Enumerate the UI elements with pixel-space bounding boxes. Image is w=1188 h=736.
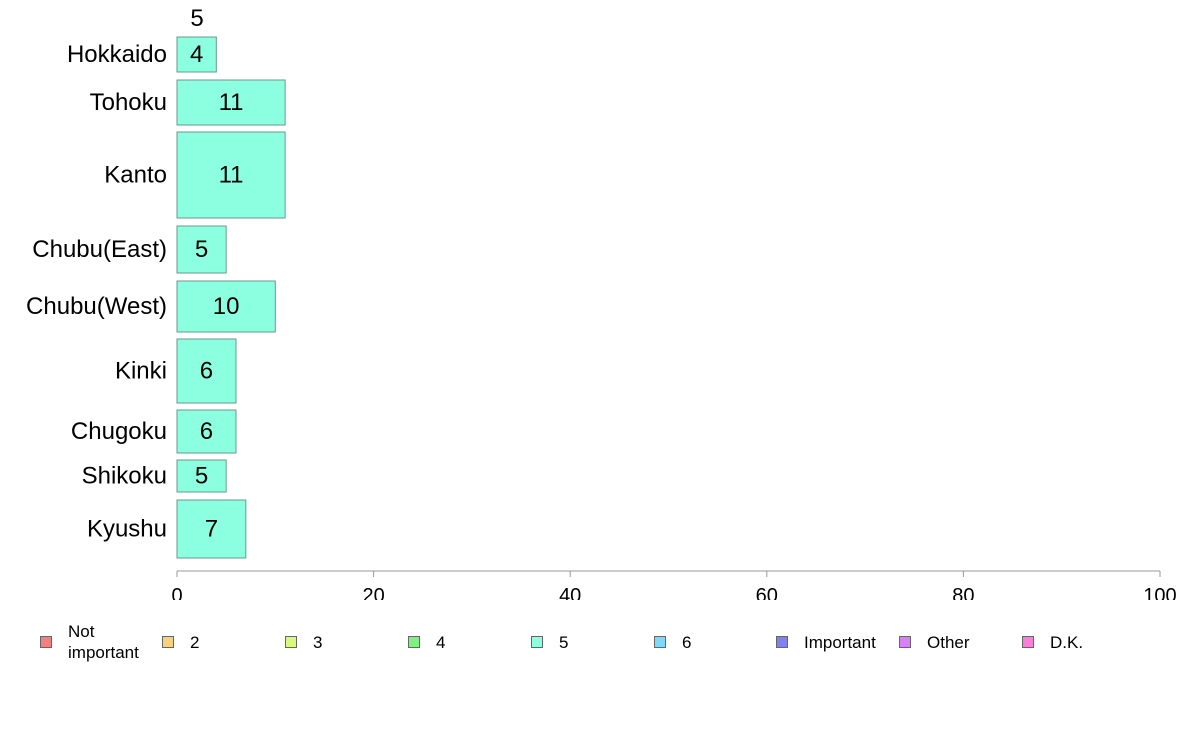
- bar-value-label: 5: [195, 463, 208, 490]
- bar-chart: 5 Hokkaido 4 Tohoku 11 Kanto 11 Chubu(East) 5 Ch…: [26, 5, 1177, 600]
- legend-label: 4: [436, 632, 446, 652]
- legend-item: 2: [162, 620, 199, 664]
- x-tick-label: 40: [559, 585, 581, 600]
- bar: [176, 280, 276, 333]
- bar: [176, 79, 286, 126]
- x-tick-label: 60: [756, 585, 778, 600]
- legend-label: 6: [682, 632, 692, 652]
- bar-value-label: 11: [219, 162, 244, 189]
- legend-item: Other: [899, 620, 970, 664]
- legend-label: 5: [559, 632, 569, 652]
- legend-item: 4: [408, 620, 445, 664]
- legend-item: 6: [654, 620, 691, 664]
- legend-swatch: [899, 636, 911, 648]
- legend-swatch: [1022, 636, 1034, 648]
- legend-label: Other: [927, 632, 970, 652]
- category-label: Hokkaido: [67, 41, 167, 68]
- legend-label: 2: [190, 632, 200, 652]
- legend-swatch: [40, 636, 52, 648]
- legend: Not important 2 3 4 5 6 Important Other D.K.: [0, 620, 1188, 670]
- bar-value-label: 6: [200, 358, 213, 385]
- bar: [176, 499, 247, 559]
- legend-swatch: [654, 636, 666, 648]
- bar-value-label: 6: [200, 418, 213, 445]
- legend-swatch: [285, 636, 297, 648]
- bar: [176, 225, 227, 274]
- legend-label: D.K.: [1050, 632, 1084, 652]
- top-value-label: 5: [190, 5, 203, 32]
- bar-value-label: 5: [195, 236, 208, 263]
- bar: [176, 338, 237, 404]
- category-label: Tohoku: [90, 89, 167, 116]
- x-tick-label: 20: [362, 585, 384, 600]
- legend-label: 3: [313, 632, 323, 652]
- category-label: Chubu(East): [32, 236, 167, 263]
- category-label: Chugoku: [71, 418, 167, 445]
- category-label: Kanto: [104, 162, 167, 189]
- bar-value-label: 11: [219, 89, 244, 116]
- chart-area: 5 Hokkaido 4 Tohoku 11 Kanto 11 Chubu(East) 5 Ch…: [26, 5, 1177, 600]
- bar: [176, 459, 227, 493]
- legend-swatch: [531, 636, 543, 648]
- category-label: Shikoku: [82, 463, 167, 490]
- bar-value-label: 10: [213, 293, 240, 320]
- bar-value-label: 7: [205, 516, 218, 543]
- category-label: Kyushu: [87, 516, 167, 543]
- legend-item: D.K.: [1022, 620, 1083, 664]
- legend-item: Important: [776, 620, 876, 664]
- category-label: Chubu(West): [26, 293, 167, 320]
- bar: [176, 131, 286, 219]
- x-tick-label: 0: [171, 585, 182, 600]
- legend-swatch: [162, 636, 174, 648]
- legend-item: 3: [285, 620, 322, 664]
- legend-item: Not important: [40, 620, 148, 664]
- legend-swatch: [776, 636, 788, 648]
- legend-label: Important: [804, 632, 876, 652]
- x-tick-label: 80: [952, 585, 974, 600]
- bar: [176, 36, 217, 73]
- legend-label: Not important: [68, 622, 139, 662]
- legend-item: 5: [531, 620, 568, 664]
- x-tick-label: 100: [1143, 585, 1176, 600]
- legend-swatch: [408, 636, 420, 648]
- category-label: Kinki: [115, 358, 167, 385]
- bar: [176, 409, 237, 454]
- bar-value-label: 4: [190, 41, 203, 68]
